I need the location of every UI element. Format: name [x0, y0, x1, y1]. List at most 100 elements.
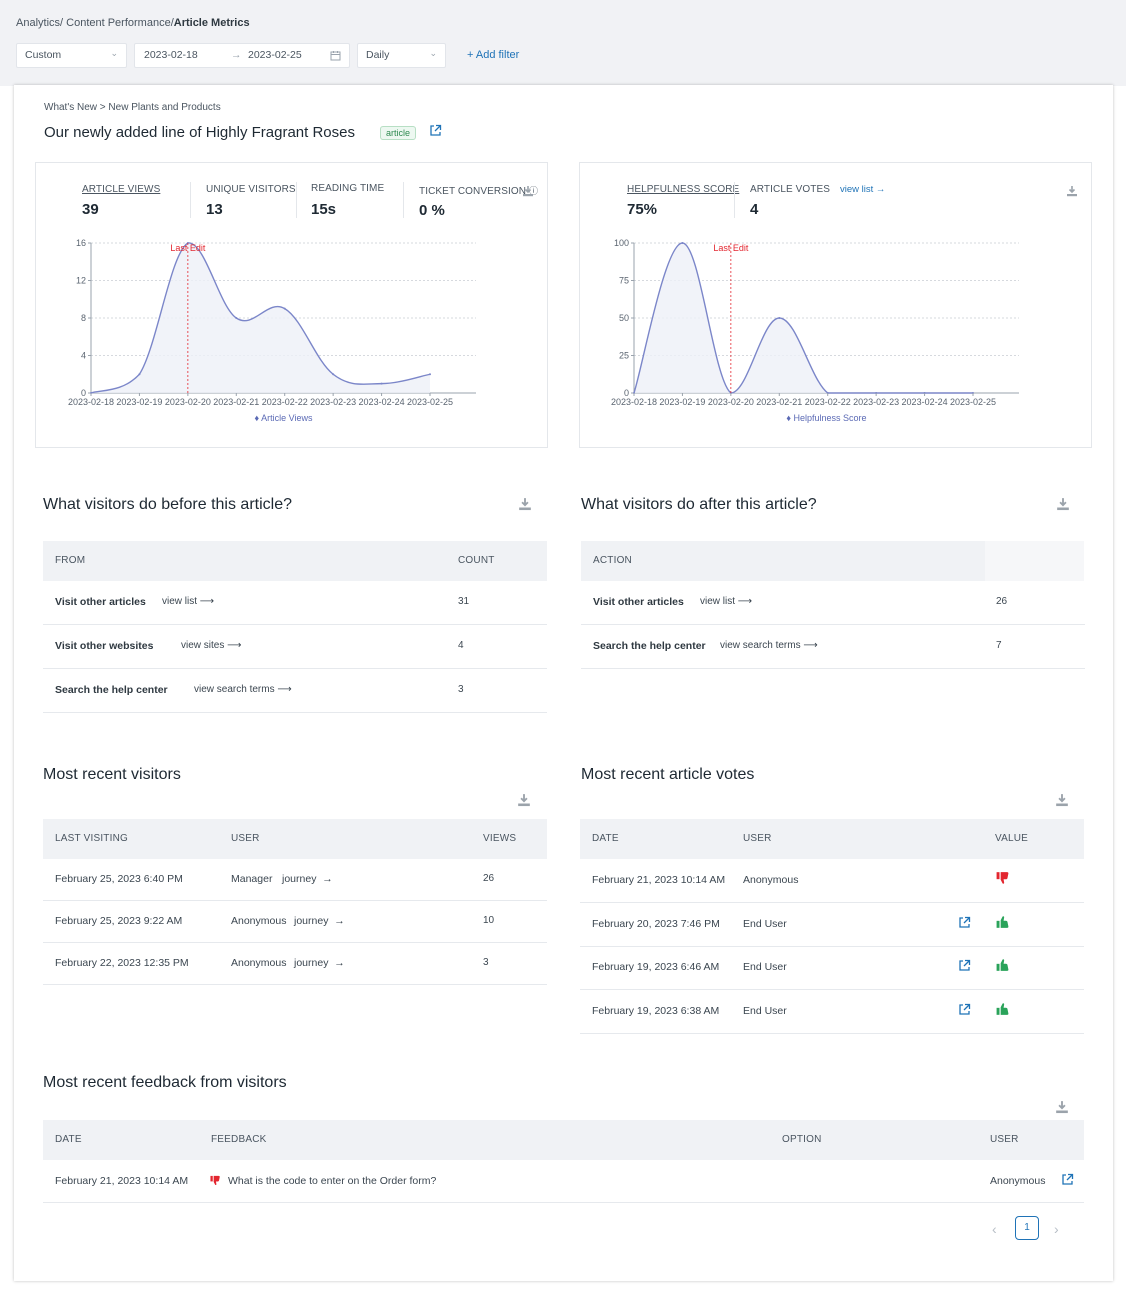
- visitor-user: Anonymous: [231, 915, 287, 927]
- source-count: 31: [458, 596, 470, 607]
- pagination-next[interactable]: ›: [1054, 1221, 1059, 1237]
- download-icon[interactable]: [1055, 1100, 1069, 1114]
- external-link-icon[interactable]: [958, 1003, 971, 1019]
- article-path: What's New > New Plants and Products: [44, 102, 221, 113]
- metric-label: UNIQUE VISITORS: [206, 184, 296, 195]
- granularity-select[interactable]: Daily ⌄: [357, 43, 446, 68]
- data-point: [778, 317, 781, 319]
- divider: [190, 182, 191, 218]
- y-tick-label: 75: [619, 276, 629, 286]
- metric-article-views[interactable]: ARTICLE VIEWS 39: [82, 184, 160, 218]
- thumbs-up-icon: [996, 958, 1010, 975]
- source-detail-link[interactable]: view sites ⟶: [181, 640, 242, 651]
- action-label: Search the help center: [593, 640, 706, 652]
- metric-ticket-conversion: TICKET CONVERSION ⓘ 0 %: [419, 184, 538, 219]
- article-title: Our newly added line of Highly Fragrant …: [44, 124, 355, 141]
- data-point: [681, 242, 684, 244]
- feedback-date: February 21, 2023 10:14 AM: [55, 1175, 189, 1187]
- metric-value: 39: [82, 201, 99, 218]
- breadcrumb-content-performance[interactable]: Content Performance/: [63, 17, 174, 29]
- x-tick-label: 2023-02-19: [659, 397, 705, 407]
- feedback-row: February 21, 2023 10:14 AM What is the c…: [43, 1160, 1084, 1203]
- journey-link[interactable]: journey →: [282, 873, 333, 885]
- end-date: 2023-02-25: [248, 49, 302, 61]
- metric-value: 4: [750, 201, 759, 218]
- download-icon[interactable]: [517, 793, 531, 807]
- external-link-icon[interactable]: [1061, 1173, 1074, 1186]
- y-tick-label: 4: [81, 351, 86, 361]
- thumbs-down-icon: [996, 871, 1010, 888]
- action-detail-link[interactable]: view list ⟶: [700, 596, 753, 607]
- area-fill: [91, 242, 430, 393]
- journey-link[interactable]: journey →: [294, 957, 345, 969]
- column-header-user: USER: [990, 1134, 1019, 1145]
- vote-user: End User: [743, 1004, 787, 1017]
- divider: [296, 182, 297, 218]
- date-range-picker[interactable]: 2023-02-18 → 2023-02-25: [134, 43, 350, 68]
- info-icon[interactable]: ⓘ: [528, 186, 539, 196]
- legend-item[interactable]: ♦ Helpfulness Score: [786, 413, 866, 423]
- visit-views: 26: [483, 873, 495, 884]
- column-header-views: VIEWS: [483, 833, 517, 844]
- feedback-text: What is the code to enter on the Order f…: [228, 1175, 437, 1187]
- download-icon[interactable]: [1056, 497, 1070, 511]
- action-detail-link[interactable]: view search terms ⟶: [720, 640, 818, 651]
- column-header-user: USER: [743, 833, 772, 844]
- metric-label[interactable]: HELPFULNESS SCORE: [627, 184, 740, 195]
- before-section-title: What visitors do before this article?: [43, 496, 292, 513]
- breadcrumb-analytics[interactable]: Analytics/: [16, 17, 64, 29]
- top-bar: Analytics/ Content Performance/Article M…: [0, 0, 1126, 86]
- visitor-user: Manager: [231, 873, 273, 885]
- vote-user: Anonymous: [743, 874, 799, 886]
- source-count: 4: [458, 640, 464, 651]
- metric-label: ARTICLE VOTES: [750, 184, 831, 195]
- range-select[interactable]: Custom ⌄: [16, 43, 127, 68]
- breadcrumb-current: Article Metrics: [173, 17, 250, 29]
- thumbs-up-icon: [996, 1002, 1010, 1019]
- metric-helpfulness-score[interactable]: HELPFULNESS SCORE 75%: [627, 184, 739, 218]
- metric-value: 75%: [627, 201, 658, 218]
- external-link-icon[interactable]: [958, 916, 971, 932]
- feedback-user: Anonymous: [990, 1175, 1046, 1187]
- metric-label: READING TIME: [311, 183, 385, 194]
- visitors-section-title: Most recent visitors: [43, 766, 181, 783]
- source-detail-link[interactable]: view search terms ⟶: [194, 684, 292, 695]
- votes-view-list-link[interactable]: view list →: [840, 184, 886, 195]
- last-edit-label: Last Edit: [713, 243, 749, 253]
- feedback-table-header: DATE FEEDBACK OPTION USER: [43, 1120, 1084, 1160]
- votes-table-header: DATE USER VALUE: [580, 819, 1084, 859]
- x-tick-label: 2023-02-23: [310, 397, 356, 407]
- y-tick-label: 100: [614, 238, 629, 248]
- helpfulness-panel: HELPFULNESS SCORE 75% ARTICLE VOTES 4 vi…: [579, 162, 1092, 448]
- y-tick-label: 12: [76, 276, 86, 286]
- x-tick-label: 2023-02-21: [213, 397, 259, 407]
- x-tick-label: 2023-02-25: [407, 397, 453, 407]
- column-header-value: VALUE: [995, 833, 1029, 844]
- download-icon[interactable]: [1055, 793, 1069, 807]
- download-icon[interactable]: [1066, 185, 1078, 197]
- feedback-section-title: Most recent feedback from visitors: [43, 1074, 287, 1091]
- pagination-prev[interactable]: ‹: [992, 1221, 997, 1237]
- breadcrumb: Analytics/ Content Performance/Article M…: [16, 17, 250, 29]
- journey-link[interactable]: journey →: [294, 915, 345, 927]
- visit-views: 3: [483, 957, 489, 968]
- pagination-page-1[interactable]: 1: [1015, 1216, 1039, 1240]
- source-detail-link[interactable]: view list ⟶: [162, 596, 215, 607]
- legend-item[interactable]: ♦ Article Views: [255, 413, 313, 423]
- thumbs-up-icon: [996, 915, 1010, 932]
- metric-unique-visitors: UNIQUE VISITORS 13: [206, 184, 296, 218]
- action-count: 7: [996, 640, 1002, 651]
- x-tick-label: 2023-02-19: [116, 397, 162, 407]
- external-link-icon[interactable]: [429, 124, 442, 137]
- x-tick-label: 2023-02-18: [68, 397, 114, 407]
- download-icon[interactable]: [522, 185, 534, 197]
- visit-date: February 22, 2023 12:35 PM: [55, 957, 189, 969]
- add-filter-button[interactable]: + Add filter: [467, 49, 520, 61]
- visitor-row: February 25, 2023 9:22 AM Anonymous journe…: [43, 901, 547, 943]
- download-icon[interactable]: [518, 497, 532, 511]
- x-tick-label: 2023-02-18: [611, 397, 657, 407]
- vote-date: February 20, 2023 7:46 PM: [592, 917, 720, 930]
- external-link-icon[interactable]: [958, 959, 971, 975]
- metric-label[interactable]: ARTICLE VIEWS: [82, 184, 161, 195]
- x-tick-label: 2023-02-21: [756, 397, 802, 407]
